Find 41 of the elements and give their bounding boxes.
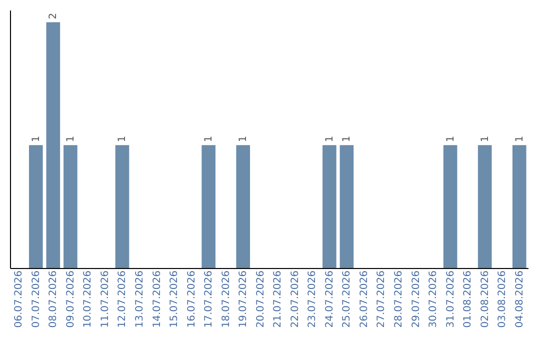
data-label: 1 (204, 136, 215, 142)
x-tick-label: 13.07.2026 (134, 270, 146, 328)
data-label: 1 (30, 136, 42, 142)
data-label: 1 (238, 136, 250, 142)
data-label: 1 (342, 136, 353, 142)
x-tick-label: 09.07.2026 (65, 270, 76, 328)
data-label: 1 (445, 136, 456, 142)
x-tick-label: 17.07.2026 (204, 270, 215, 328)
x-tick-label: 18.07.2026 (220, 270, 232, 328)
data-label: 1 (117, 136, 128, 142)
x-tick-label: 24.07.2026 (324, 270, 336, 328)
x-tick-label: 02.08.2026 (480, 270, 491, 328)
x-tick-label: 01.08.2026 (462, 270, 474, 328)
x-tick-label: 14.07.2026 (152, 270, 163, 328)
x-tick-label: 12.07.2026 (117, 270, 128, 328)
x-tick-label: 11.07.2026 (100, 270, 111, 328)
data-label: 1 (480, 136, 491, 142)
x-tick-label: 03.08.2026 (497, 270, 508, 328)
x-tick-label: 26.07.2026 (358, 270, 370, 328)
x-tick-label: 15.07.2026 (169, 270, 180, 328)
data-label: 1 (324, 136, 336, 142)
x-tick-label: 06.07.2026 (14, 270, 25, 328)
x-tick-label: 23.07.2026 (307, 270, 318, 328)
x-tick-label: 10.07.2026 (82, 270, 94, 328)
x-tick-label: 30.07.2026 (428, 270, 440, 328)
x-tick-label: 31.07.2026 (445, 270, 456, 328)
x-tick-label: 04.08.2026 (514, 270, 526, 328)
x-tick-label: 22.07.2026 (290, 270, 301, 328)
x-tick-label: 07.07.2026 (30, 270, 42, 328)
x-tick-label: 27.07.2026 (376, 270, 388, 328)
x-tick-label: 29.07.2026 (410, 270, 422, 328)
x-tick-label: 08.07.2026 (48, 270, 60, 328)
data-label: 1 (514, 136, 526, 142)
data-label: 1 (65, 136, 76, 142)
x-tick-label: 28.07.2026 (394, 270, 404, 328)
x-tick-label: 20.07.2026 (255, 270, 266, 328)
x-tick-label: 21.07.2026 (272, 270, 284, 328)
x-tick-label: 19.07.2026 (238, 270, 250, 328)
x-tick-label: 25.07.2026 (342, 270, 353, 328)
x-tick-label: 16.07.2026 (186, 270, 198, 328)
data-label: 2 (48, 12, 60, 20)
